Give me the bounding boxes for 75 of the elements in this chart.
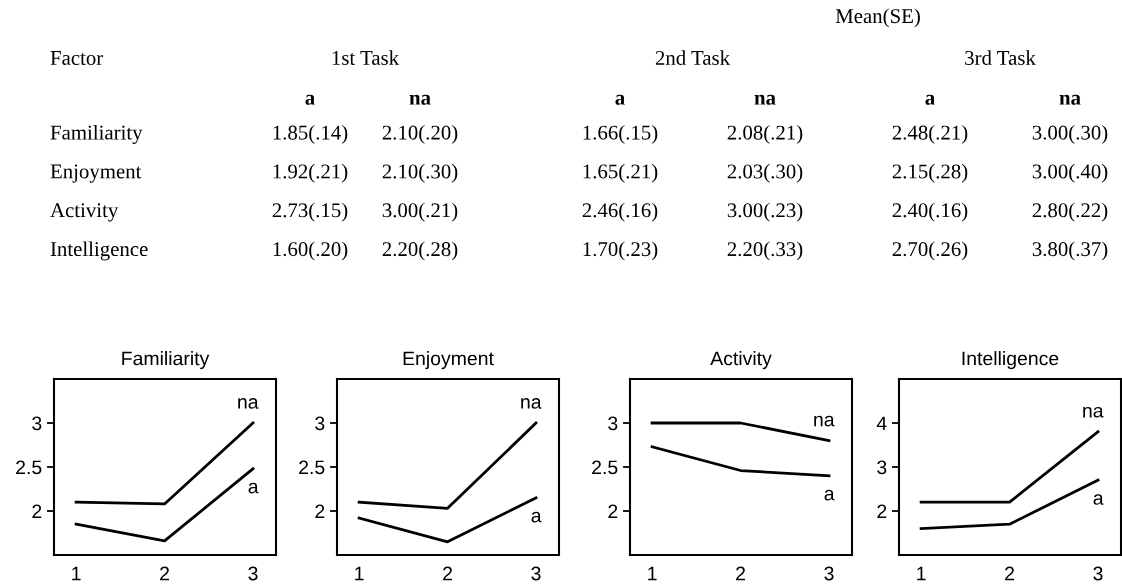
x-tick-label: 1 [72, 566, 81, 581]
category-label: Intelligence [50, 241, 148, 261]
y-tick-label: 3 [877, 460, 887, 475]
y-tick-label: 2 [315, 504, 325, 519]
x-tick-label: 2 [1005, 566, 1014, 581]
text: 3.80(.37) [1032, 241, 1108, 261]
text: 3.00(.21) [382, 202, 458, 222]
y-tick-label: 3 [608, 416, 618, 431]
x-tick-label: 1 [917, 566, 926, 581]
category-label: na [1059, 94, 1081, 105]
text: 1.66(.15) [583, 124, 658, 144]
text: 2.48(.21) [892, 124, 968, 144]
text: 1.92(.21) [273, 163, 348, 183]
x-tick-label: 3 [1093, 566, 1103, 581]
x-tick-label: 2 [736, 566, 745, 581]
y-tick-label: 2 [877, 504, 887, 519]
y-tick-label: 2.5 [299, 460, 325, 475]
category-label: na [409, 94, 431, 105]
y-tick-label: 2.5 [592, 460, 618, 475]
category-label: Familiarity [50, 124, 143, 144]
y-tick-label: 2 [32, 504, 42, 519]
text: 2nd Task [655, 50, 731, 65]
y-tick-label: 3 [32, 416, 42, 431]
x-tick-label: 2 [443, 566, 452, 581]
text: Factor [50, 51, 104, 65]
chart-title: Enjoyment [403, 351, 494, 370]
text: 1st Task [332, 50, 400, 65]
text: 2.10(.20) [382, 124, 458, 144]
text: 1.65(.21) [583, 163, 658, 183]
text: 1.70(.23) [583, 241, 658, 261]
text: 2.70(.26) [892, 241, 968, 261]
category-label: a [925, 94, 935, 105]
text: 2.80(.22) [1032, 202, 1108, 222]
y-tick-label: 2 [608, 504, 618, 519]
text: 2.15(.28) [892, 163, 968, 183]
category-label: a [305, 94, 315, 105]
series-label: na [1083, 406, 1104, 418]
x-tick-label: 3 [531, 566, 541, 581]
series-label: a [248, 482, 259, 494]
chart-title: Intelligence [962, 351, 1059, 370]
category-label: Enjoyment [50, 164, 142, 183]
chart-title: Activity [710, 351, 772, 370]
text: 2.20(.28) [382, 241, 458, 261]
text: 3.00(.40) [1032, 163, 1108, 183]
text: 3rd Task [965, 50, 1036, 65]
text: 2.03(.30) [727, 163, 803, 183]
series-label: na [521, 398, 542, 409]
text: 2.10(.30) [382, 163, 458, 183]
series-label: a [531, 511, 542, 523]
series-label: a [1093, 494, 1104, 505]
text: 1.85(.14) [273, 124, 348, 144]
series-label: na [238, 398, 259, 409]
x-tick-label: 3 [248, 566, 258, 581]
category-label: Activity [50, 203, 119, 222]
category-label: a [615, 94, 625, 105]
y-tick-label: 3 [315, 416, 325, 431]
chart-title: Familiarity [122, 351, 210, 370]
y-tick-label: 2.5 [16, 460, 42, 475]
text: 2.46(.16) [582, 202, 658, 222]
x-tick-label: 3 [824, 566, 834, 581]
text: 3.00(.23) [727, 202, 803, 222]
series-label: a [824, 489, 835, 501]
category-label: na [754, 94, 776, 105]
y-tick-label: 4 [876, 416, 887, 431]
text: 2.73(.15) [272, 202, 348, 222]
text: 2.20(.33) [727, 241, 803, 261]
text: 2.08(.21) [727, 124, 803, 144]
text: Mean(SE) [835, 8, 920, 28]
x-tick-label: 1 [648, 566, 657, 581]
text: 1.60(.20) [273, 241, 348, 261]
text: 2.40(.16) [892, 202, 968, 222]
text: 3.00(.30) [1032, 124, 1108, 144]
x-tick-label: 1 [355, 566, 364, 581]
series-label: na [814, 415, 835, 427]
x-tick-label: 2 [160, 566, 169, 581]
